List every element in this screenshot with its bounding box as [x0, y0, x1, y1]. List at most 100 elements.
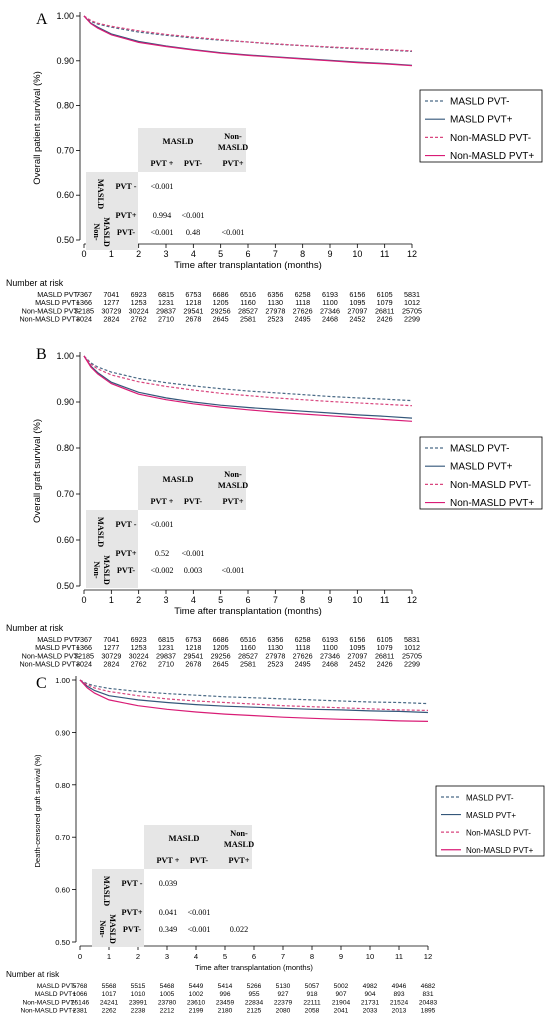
risk-value: 6923: [131, 290, 147, 299]
risk-value: 5130: [276, 983, 291, 990]
risk-value: 2762: [131, 315, 147, 324]
risk-value: 1012: [404, 298, 420, 307]
risk-value: 1130: [268, 298, 283, 307]
pvalue-rowgroup-nonmasld-line1: Non-: [92, 561, 101, 579]
risk-value: 2125: [247, 1008, 262, 1015]
risk-row-label-3: Non-MASLD PVT+: [19, 660, 80, 669]
risk-value: 25705: [402, 306, 422, 315]
series-line-0: [83, 15, 413, 52]
panel-label: C: [36, 675, 47, 692]
x-tick-label: 2: [136, 952, 140, 961]
risk-value: 2299: [404, 660, 420, 669]
legend-label-2: Non-MASLD PVT-: [450, 133, 531, 144]
pvalue-rowheader-0: PVT -: [115, 182, 136, 191]
pvalue-rowheader-1: PVT+: [115, 211, 136, 220]
risk-row-label-0: MASLD PVT-: [37, 635, 80, 644]
risk-value: 1366: [76, 643, 92, 652]
risk-value: 27978: [265, 306, 285, 315]
risk-value: 5057: [305, 983, 320, 990]
risk-value: 27097: [347, 651, 367, 660]
risk-value: 1205: [213, 643, 229, 652]
risk-table-title: Number at risk: [6, 970, 60, 979]
risk-value: 6686: [213, 635, 229, 644]
pvalue-rowgroup-masld: MASLD: [96, 179, 105, 209]
pvalue-rowhead-bg: [86, 510, 138, 588]
risk-value: 2710: [158, 315, 174, 324]
legend-label-3: Non-MASLD PVT+: [450, 498, 534, 509]
pvalue-rowheader-1: PVT+: [121, 908, 142, 917]
pvalue-rowheader-0: PVT -: [115, 520, 136, 529]
risk-value: 2581: [240, 660, 256, 669]
pvalue-colgroup-nonmasld-line1: Non-: [230, 829, 248, 838]
risk-value: 2426: [377, 660, 393, 669]
risk-value: 918: [306, 991, 317, 998]
x-tick-label: 11: [395, 952, 403, 961]
series-line-3: [83, 15, 413, 67]
x-tick-label: 9: [327, 249, 332, 259]
y-tick-label: 0.60: [55, 886, 70, 895]
legend-box: [419, 89, 543, 163]
risk-value: 904: [364, 991, 375, 998]
y-axis-label: Overall patient survival (%): [32, 71, 43, 185]
risk-value: 2581: [240, 315, 256, 324]
risk-value: 2824: [103, 660, 119, 669]
x-tick-label: 2: [136, 249, 141, 259]
pvalue-cell-2-0: <0.001: [150, 228, 173, 237]
risk-value: 1895: [421, 1008, 436, 1015]
risk-value: 7041: [103, 290, 119, 299]
pvalue-header-bg: [138, 128, 246, 172]
risk-value: 5831: [404, 635, 420, 644]
y-tick-label: 0.50: [56, 581, 74, 591]
x-tick-label: 0: [78, 952, 82, 961]
risk-value: 1012: [404, 643, 420, 652]
pvalue-colheader-1: PVT-: [184, 497, 203, 506]
x-tick-label: 5: [223, 952, 227, 961]
risk-value: 996: [219, 991, 230, 998]
pvalue-cell-2-0: 0.349: [159, 925, 177, 934]
risk-value: 2180: [218, 1008, 233, 1015]
risk-value: 6105: [377, 635, 393, 644]
x-tick-label: 4: [194, 952, 198, 961]
risk-value: 7367: [76, 290, 92, 299]
y-tick-label: 0.70: [56, 145, 74, 155]
series-line-1: [79, 679, 429, 714]
pvalue-rowhead-bg: [86, 172, 138, 250]
x-tick-label: 3: [163, 249, 168, 259]
risk-value: 1066: [73, 991, 88, 998]
risk-value: 27346: [320, 651, 340, 660]
risk-value: 30729: [101, 651, 121, 660]
x-tick-label: 8: [300, 249, 305, 259]
pvalue-cell-2-1: <0.001: [187, 925, 210, 934]
risk-value: 5768: [73, 983, 88, 990]
x-tick-label: 5: [218, 595, 223, 605]
risk-row-label-3: Non-MASLD PVT+: [19, 315, 80, 324]
risk-value: 6815: [158, 635, 174, 644]
risk-value: 25705: [402, 651, 422, 660]
pvalue-rowheader-2: PVT-: [123, 925, 142, 934]
x-tick-label: 3: [165, 952, 169, 961]
x-tick-label: 1: [109, 249, 114, 259]
risk-value: 2041: [334, 1008, 349, 1015]
panel-label: A: [36, 11, 48, 28]
risk-value: 1118: [295, 643, 310, 652]
risk-value: 1231: [158, 298, 174, 307]
risk-value: 27978: [265, 651, 285, 660]
risk-value: 5468: [160, 983, 175, 990]
risk-value: 4682: [421, 983, 436, 990]
risk-value: 2710: [158, 660, 174, 669]
pvalue-rowgroup-nonmasld-line2: MASLD: [102, 555, 111, 585]
y-tick-label: 0.90: [56, 397, 74, 407]
y-tick-label: 0.70: [56, 489, 74, 499]
x-tick-label: 6: [245, 249, 250, 259]
risk-value: 927: [277, 991, 288, 998]
series-line-2: [83, 355, 413, 407]
risk-value: 7041: [103, 635, 119, 644]
pvalue-colgroup-nonmasld-line1: Non-: [224, 132, 242, 141]
risk-value: 2262: [102, 1008, 117, 1015]
series-line-3: [79, 679, 429, 722]
risk-value: 1130: [268, 643, 283, 652]
risk-value: 6156: [349, 290, 365, 299]
x-tick-label: 7: [273, 595, 278, 605]
pvalue-cell-1-1: <0.001: [181, 549, 204, 558]
